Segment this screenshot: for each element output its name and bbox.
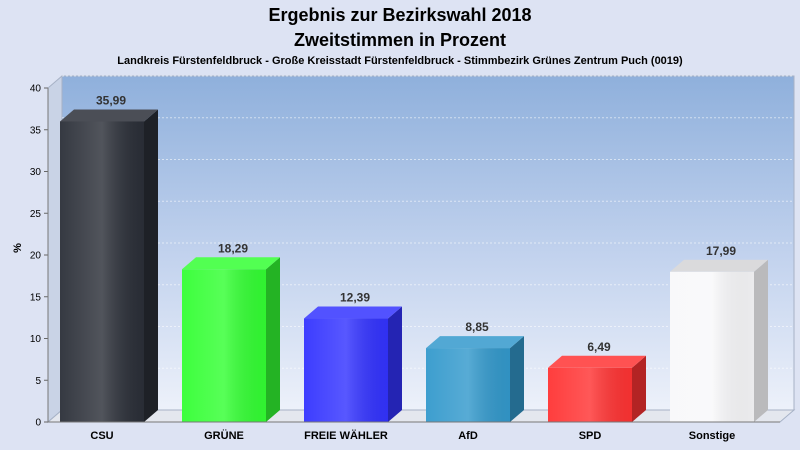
bar-top [304,306,402,319]
x-tick-label: GRÜNE [204,429,244,442]
bar-top [670,259,768,272]
bar-side [388,306,402,422]
bar-afd [426,336,524,422]
bar-side [632,355,646,422]
y-tick-label: 15 [30,292,42,303]
bar-shine [60,121,144,423]
bars: 35,99 18,29 12,39 8,85 6,49 17,99 [60,93,768,423]
bar-csu [60,109,158,423]
chart-subtitle: Landkreis Fürstenfeldbruck - Große Kreis… [117,55,683,67]
bar-shine [182,269,266,422]
bar-top [60,109,158,122]
data-label: 8,85 [465,320,489,334]
y-tick-label: 5 [35,376,41,387]
bar-shine [304,318,388,422]
chart-title: Ergebnis zur Bezirkswahl 2018 [268,5,531,25]
bar-shine [548,367,632,422]
bar-top [548,355,646,368]
bar-top [426,336,524,349]
data-label: 17,99 [706,244,736,258]
bar-side [144,109,158,423]
bar-side [510,336,524,422]
bar-shine [670,271,754,422]
chart-title-line2: Zweitstimmen in Prozent [294,30,506,50]
data-label: 6,49 [587,340,611,354]
bar-spd [548,355,646,422]
x-tick-label: CSU [90,430,113,442]
data-label: 35,99 [96,93,126,107]
y-tick-label: 40 [30,84,42,95]
data-label: 12,39 [340,291,370,305]
bar-shine [426,348,510,422]
bar-sonstige [670,259,768,422]
data-label: 18,29 [218,241,248,255]
bar-freie-wähler [304,306,402,422]
bar-top [182,257,280,270]
plot-left-wall [47,74,63,424]
y-tick-label: 0 [35,418,41,429]
bar-grüne [182,257,280,422]
y-tick-label: 25 [30,209,42,220]
y-axis: 0 5 10 15 20 25 30 35 40 [30,84,49,429]
y-tick-label: 10 [30,334,42,345]
bar-side [754,259,768,422]
x-tick-label: Sonstige [689,430,735,442]
y-tick-label: 20 [30,251,42,262]
y-tick-label: 35 [30,125,42,136]
bar-side [266,257,280,422]
y-axis-label: % [12,243,24,253]
x-tick-label: SPD [579,430,602,442]
y-tick-label: 30 [30,167,42,178]
x-tick-label: FREIE WÄHLER [304,429,388,442]
x-axis: CSU GRÜNE FREIE WÄHLER AfD SPD Sonstige [48,421,780,442]
x-tick-label: AfD [458,430,478,442]
